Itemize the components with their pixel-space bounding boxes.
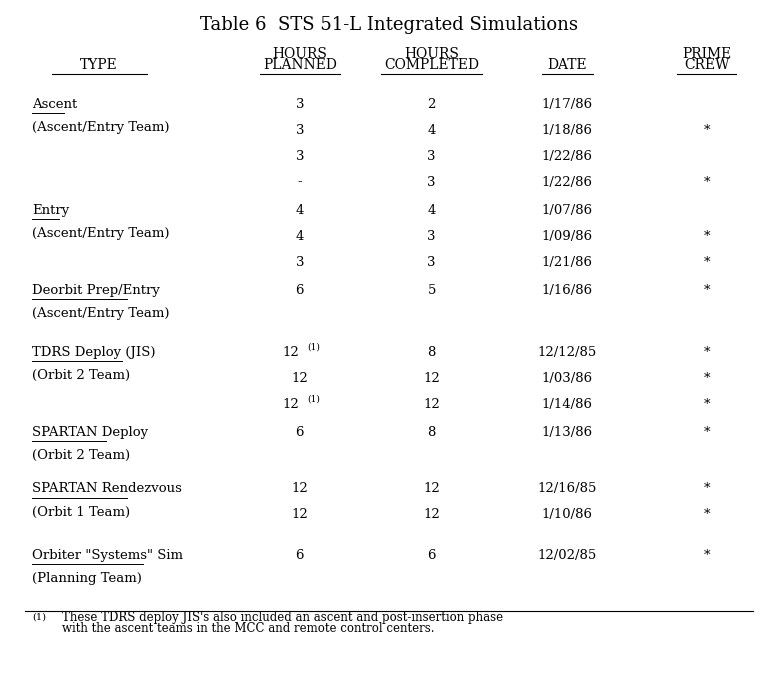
Text: Ascent: Ascent: [33, 97, 78, 110]
Text: (1): (1): [307, 343, 321, 352]
Text: 12/02/85: 12/02/85: [538, 549, 597, 562]
Text: TDRS Deploy (JIS): TDRS Deploy (JIS): [33, 346, 156, 359]
Text: (Ascent/Entry Team): (Ascent/Entry Team): [33, 307, 170, 320]
Text: 6: 6: [296, 549, 304, 562]
Text: 3: 3: [427, 230, 436, 243]
Text: (Ascent/Entry Team): (Ascent/Entry Team): [33, 227, 170, 240]
Text: 1/13/86: 1/13/86: [541, 425, 593, 438]
Text: TYPE: TYPE: [79, 58, 117, 72]
Text: 1/03/86: 1/03/86: [541, 372, 593, 385]
Text: *: *: [703, 283, 710, 296]
Text: 1/22/86: 1/22/86: [541, 176, 593, 189]
Text: (Orbit 2 Team): (Orbit 2 Team): [33, 369, 131, 382]
Text: CREW: CREW: [684, 58, 730, 72]
Text: Deorbit Prep/Entry: Deorbit Prep/Entry: [33, 283, 160, 296]
Text: 4: 4: [296, 204, 304, 217]
Text: 1/17/86: 1/17/86: [541, 97, 593, 110]
Text: 4: 4: [427, 204, 436, 217]
Text: 4: 4: [427, 123, 436, 137]
Text: 2: 2: [427, 97, 436, 110]
Text: 12: 12: [292, 372, 308, 385]
Text: 12: 12: [282, 398, 299, 411]
Text: *: *: [703, 372, 710, 385]
Text: (Ascent/Entry Team): (Ascent/Entry Team): [33, 121, 170, 134]
Text: 12: 12: [292, 482, 308, 495]
Text: 12/16/85: 12/16/85: [538, 482, 597, 495]
Text: 6: 6: [296, 283, 304, 296]
Text: *: *: [703, 346, 710, 359]
Text: 12: 12: [423, 508, 440, 521]
Text: (1): (1): [307, 395, 321, 404]
Text: (1): (1): [33, 613, 47, 622]
Text: *: *: [703, 482, 710, 495]
Text: (Orbit 1 Team): (Orbit 1 Team): [33, 506, 131, 519]
Text: SPARTAN Rendezvous: SPARTAN Rendezvous: [33, 482, 182, 495]
Text: 12: 12: [423, 372, 440, 385]
Text: 12: 12: [292, 508, 308, 521]
Text: (Planning Team): (Planning Team): [33, 572, 142, 585]
Text: 1/09/86: 1/09/86: [541, 230, 593, 243]
Text: 1/18/86: 1/18/86: [541, 123, 593, 137]
Text: with the ascent teams in the MCC and remote control centers.: with the ascent teams in the MCC and rem…: [62, 622, 434, 635]
Text: 3: 3: [296, 150, 304, 163]
Text: 3: 3: [427, 150, 436, 163]
Text: -: -: [297, 176, 302, 189]
Text: 1/10/86: 1/10/86: [541, 508, 593, 521]
Text: SPARTAN Deploy: SPARTAN Deploy: [33, 425, 149, 438]
Text: 1/14/86: 1/14/86: [541, 398, 593, 411]
Text: 1/22/86: 1/22/86: [541, 150, 593, 163]
Text: *: *: [703, 123, 710, 137]
Text: HOURS: HOURS: [405, 47, 459, 61]
Text: 1/21/86: 1/21/86: [541, 255, 593, 268]
Text: 12: 12: [282, 346, 299, 359]
Text: HOURS: HOURS: [272, 47, 328, 61]
Text: *: *: [703, 398, 710, 411]
Text: (Orbit 2 Team): (Orbit 2 Team): [33, 449, 131, 462]
Text: Entry: Entry: [33, 204, 70, 217]
Text: *: *: [703, 255, 710, 268]
Text: 6: 6: [296, 425, 304, 438]
Text: COMPLETED: COMPLETED: [384, 58, 479, 72]
Text: 3: 3: [427, 255, 436, 268]
Text: *: *: [703, 230, 710, 243]
Text: *: *: [703, 425, 710, 438]
Text: 1/07/86: 1/07/86: [541, 204, 593, 217]
Text: *: *: [703, 508, 710, 521]
Text: 6: 6: [427, 549, 436, 562]
Text: 12/12/85: 12/12/85: [538, 346, 597, 359]
Text: 3: 3: [296, 123, 304, 137]
Text: 8: 8: [427, 346, 436, 359]
Text: 3: 3: [427, 176, 436, 189]
Text: 8: 8: [427, 425, 436, 438]
Text: Orbiter "Systems" Sim: Orbiter "Systems" Sim: [33, 549, 184, 562]
Text: *: *: [703, 549, 710, 562]
Text: 1/16/86: 1/16/86: [541, 283, 593, 296]
Text: 12: 12: [423, 482, 440, 495]
Text: DATE: DATE: [548, 58, 587, 72]
Text: 3: 3: [296, 97, 304, 110]
Text: PLANNED: PLANNED: [263, 58, 337, 72]
Text: PRIME: PRIME: [682, 47, 731, 61]
Text: 5: 5: [427, 283, 436, 296]
Text: 3: 3: [296, 255, 304, 268]
Text: *: *: [703, 176, 710, 189]
Text: 4: 4: [296, 230, 304, 243]
Text: Table 6  STS 51-L Integrated Simulations: Table 6 STS 51-L Integrated Simulations: [200, 16, 578, 34]
Text: 12: 12: [423, 398, 440, 411]
Text: These TDRS deploy JIS's also included an ascent and post-insertion phase: These TDRS deploy JIS's also included an…: [62, 611, 503, 624]
